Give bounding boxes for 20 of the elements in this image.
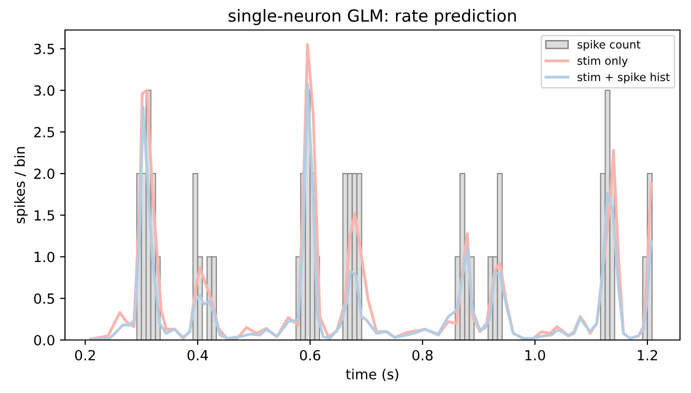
y-tick-label: 3.5 [34,44,54,54]
x-tick-label: 0.6 [300,350,320,360]
x-axis-title: time (s) [346,368,398,382]
chart-title: single-neuron GLM: rate prediction [228,9,516,26]
y-axis-title: spikes / bin [14,147,28,224]
x-tick-label: 0.8 [412,350,433,360]
x-tick-label: 0.2 [75,350,95,360]
legend-label: spike count [578,40,640,51]
x-tick-label: 0.4 [188,350,208,360]
x-tick-label: 1.0 [525,350,546,360]
x-tick-label: 1.2 [638,350,658,360]
legend-label: stim + spike hist [578,72,670,84]
y-tick-label: 2.5 [34,126,54,138]
y-tick-label: 1.0 [34,252,54,262]
y-tick-label: 0.5 [34,293,54,304]
y-tick-label: 2.0 [34,168,54,180]
legend-label: stim only [578,56,628,68]
y-tick-label: 0.0 [34,334,54,346]
y-tick-label: 1.5 [34,210,54,221]
y-tick-label: 3.0 [34,85,54,96]
